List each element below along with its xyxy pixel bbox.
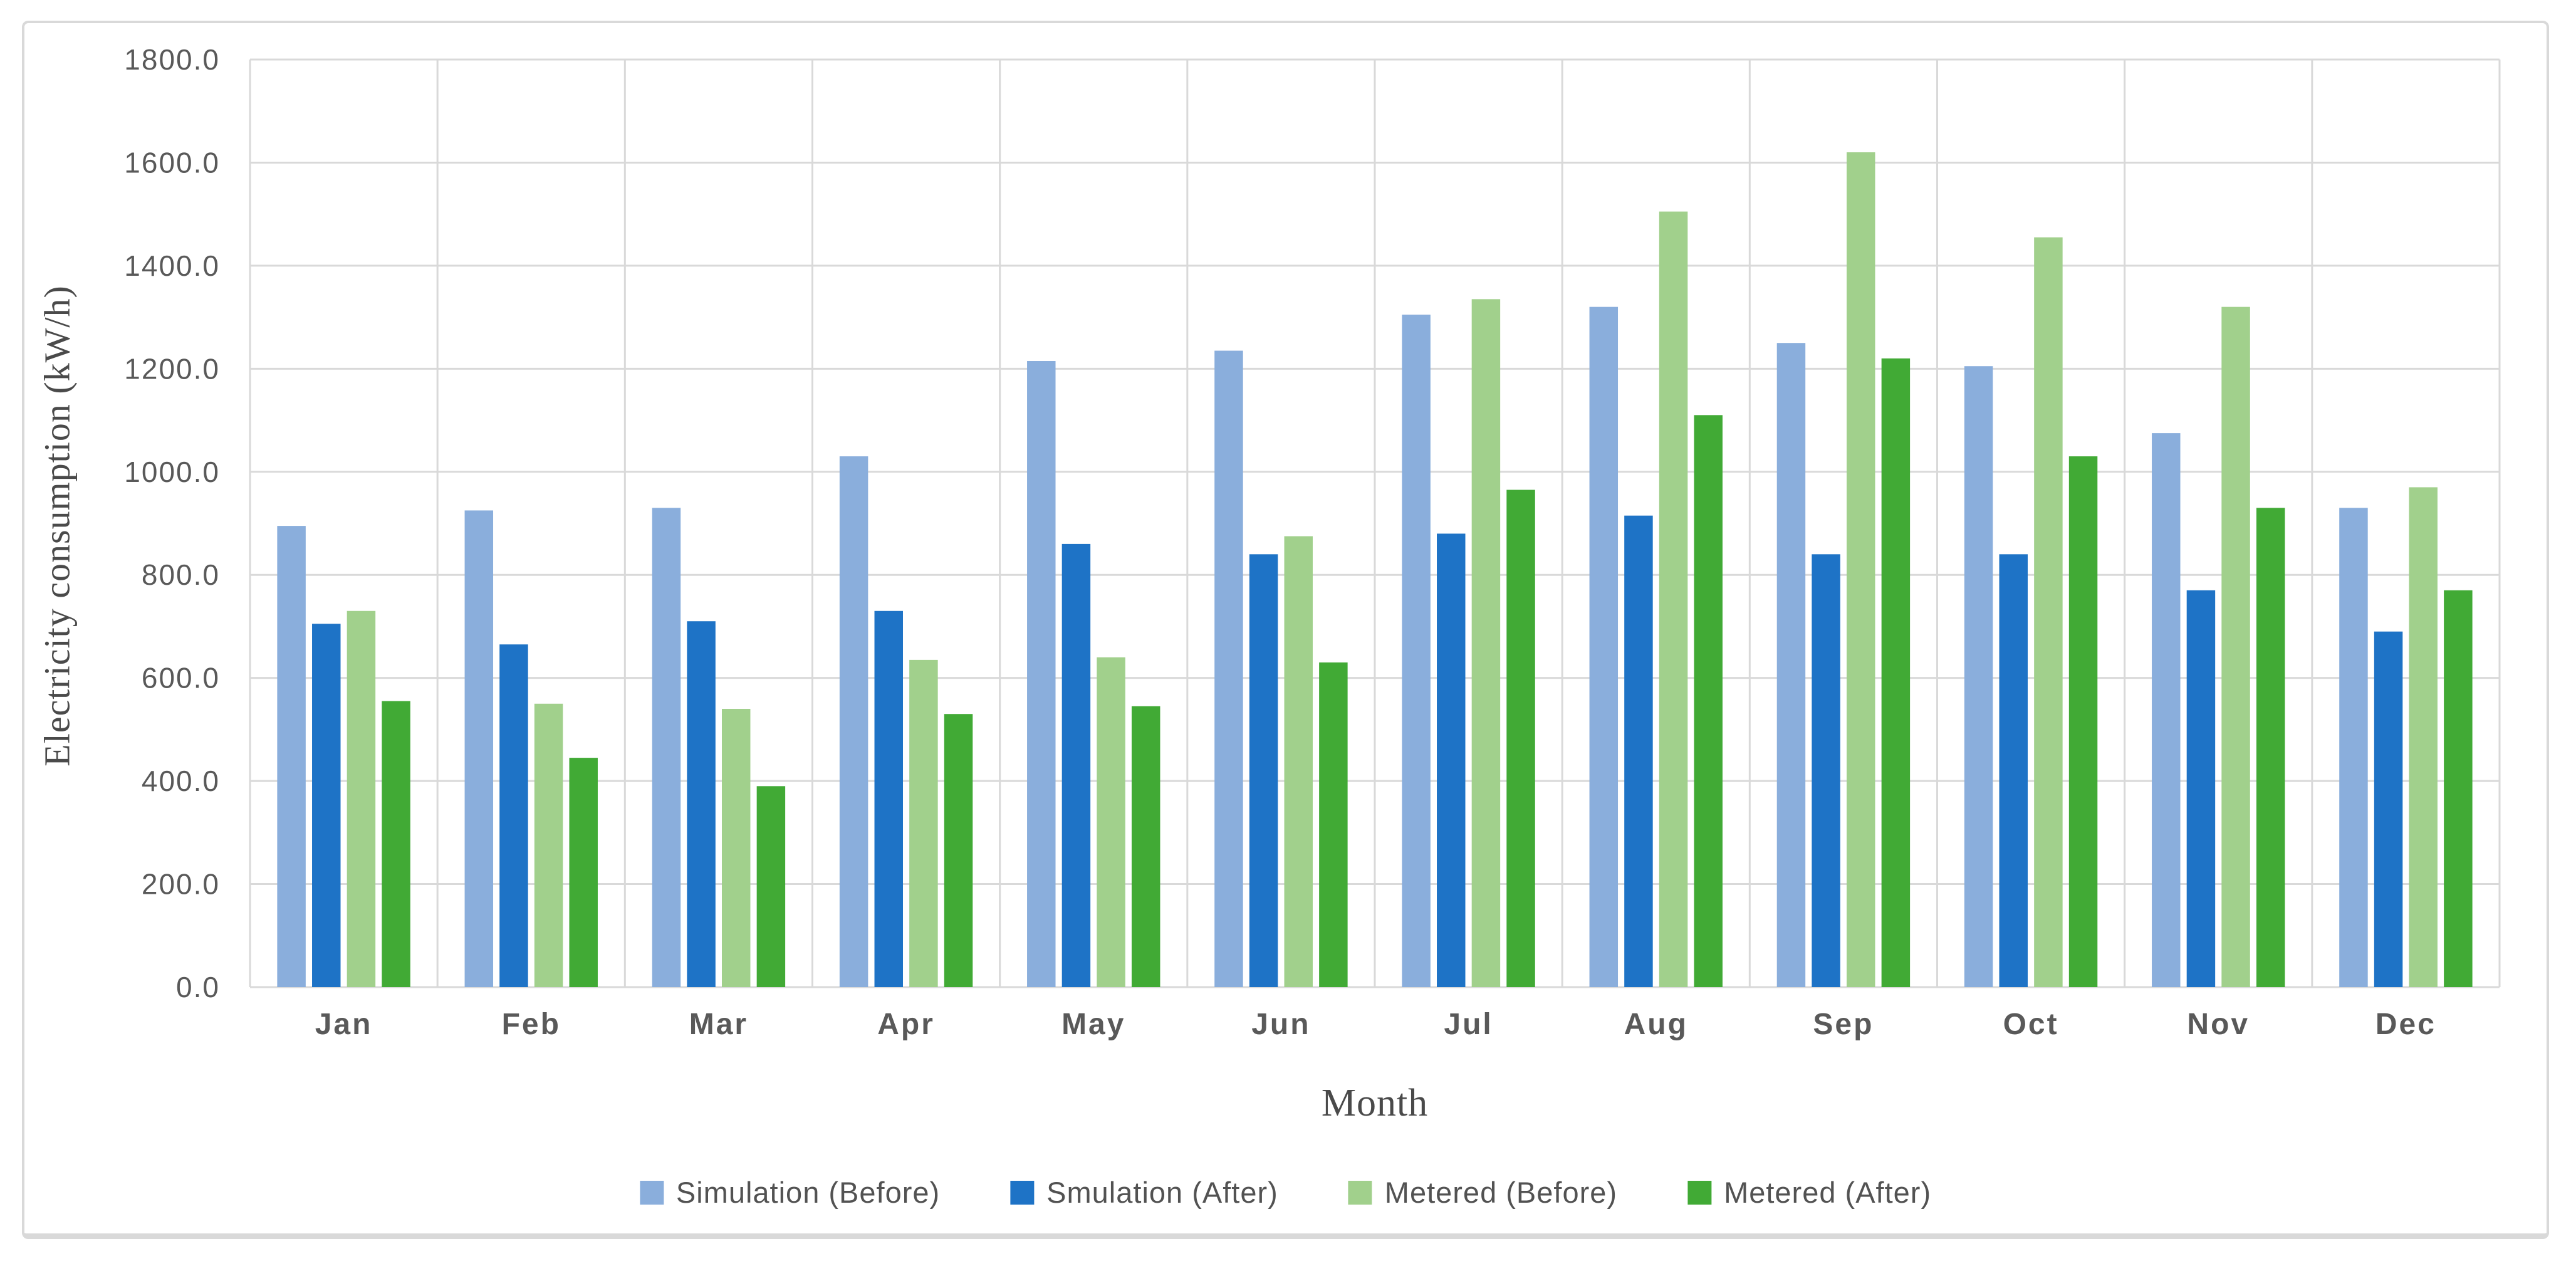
- y-axis-title: Electricity consumption (kW/h): [36, 285, 78, 767]
- bar-metered-before-oct: [2034, 237, 2063, 988]
- bar-simulation-before-feb: [464, 510, 494, 987]
- x-category-label-sep: Sep: [1813, 1008, 1874, 1041]
- x-category-label-may: May: [1061, 1008, 1125, 1041]
- y-tick-label-1600: 1600.0: [124, 146, 220, 179]
- bar-metered-before-mar: [722, 709, 751, 987]
- chart-plot-area: 0.0 200.0 400.0 600.0 800.0 1000.0 1200.0 1400.…: [124, 43, 2501, 1041]
- legend-item-1: Smulation (After): [1010, 1175, 1278, 1210]
- bar-metered-after-jan: [382, 701, 410, 987]
- bar-metered-before-may: [1097, 657, 1125, 987]
- bar-simulation-before-jul: [1402, 315, 1431, 987]
- y-tick-label-600: 600.0: [142, 662, 220, 694]
- bar-simulation-before-sep: [1776, 343, 1806, 988]
- y-tick-label-800: 800.0: [142, 558, 220, 591]
- bar-metered-after-aug: [1694, 415, 1723, 987]
- bar-simulation-before-apr: [839, 456, 868, 987]
- x-category-label-jan: Jan: [315, 1008, 373, 1041]
- x-category-label-apr: Apr: [877, 1008, 935, 1041]
- legend-label: Metered (Before): [1384, 1176, 1618, 1209]
- y-tick-label-0: 0.0: [176, 971, 220, 1003]
- y-tick-label-400: 400.0: [142, 765, 220, 797]
- x-category-label-feb: Feb: [502, 1008, 561, 1041]
- bar-smulation-after-jul: [1437, 533, 1466, 987]
- bar-smulation-after-mar: [687, 621, 716, 987]
- bar-metered-before-feb: [534, 703, 563, 987]
- bar-simulation-before-jan: [277, 526, 306, 987]
- bar-smulation-after-dec: [2374, 631, 2403, 987]
- bar-metered-after-sep: [1881, 358, 1911, 987]
- legend-swatch-icon: [1010, 1180, 1035, 1205]
- bar-metered-after-apr: [944, 714, 973, 987]
- bar-metered-before-nov: [2221, 306, 2250, 988]
- bar-simulation-before-nov: [2152, 433, 2181, 987]
- y-tick-label-1800: 1800.0: [124, 43, 220, 76]
- bar-smulation-after-feb: [499, 644, 528, 987]
- bar-smulation-after-sep: [1812, 554, 1840, 987]
- bar-smulation-after-oct: [1999, 554, 2028, 987]
- bar-simulation-before-dec: [2339, 508, 2368, 987]
- bar-smulation-after-aug: [1624, 515, 1653, 987]
- bar-metered-after-dec: [2444, 590, 2473, 987]
- bar-metered-before-sep: [1847, 152, 1875, 987]
- bar-metered-before-apr: [909, 659, 938, 987]
- bar-simulation-before-may: [1027, 361, 1056, 987]
- legend-swatch-icon: [1348, 1180, 1372, 1205]
- x-category-label-jun: Jun: [1251, 1008, 1310, 1041]
- x-category-label-jul: Jul: [1444, 1008, 1493, 1041]
- chart-legend: Simulation (Before) Smulation (After) Mete…: [639, 1175, 1931, 1210]
- bar-metered-after-feb: [569, 758, 598, 987]
- y-tick-label-1000: 1000.0: [124, 456, 220, 488]
- legend-swatch-icon: [1687, 1180, 1712, 1205]
- bar-metered-after-jun: [1319, 662, 1348, 987]
- bar-metered-after-nov: [2256, 508, 2285, 987]
- x-category-label-mar: Mar: [689, 1008, 748, 1041]
- y-tick-label-1200: 1200.0: [124, 352, 220, 385]
- legend-item-0: Simulation (Before): [639, 1175, 941, 1210]
- bar-simulation-before-jun: [1214, 350, 1243, 987]
- bar-smulation-after-nov: [2186, 590, 2216, 987]
- bar-metered-before-jun: [1284, 536, 1313, 987]
- legend-item-2: Metered (Before): [1348, 1175, 1617, 1210]
- bar-metered-before-aug: [1659, 211, 1688, 987]
- bar-metered-after-may: [1131, 706, 1160, 987]
- legend-label: Metered (After): [1724, 1176, 1932, 1209]
- legend-item-3: Metered (After): [1687, 1175, 1931, 1210]
- bar-simulation-before-mar: [652, 508, 681, 987]
- bar-simulation-before-oct: [1964, 366, 1993, 987]
- legend-label: Smulation (After): [1046, 1176, 1278, 1209]
- x-category-label-nov: Nov: [2187, 1008, 2250, 1041]
- bar-smulation-after-may: [1061, 543, 1091, 987]
- bar-metered-after-jul: [1506, 489, 1535, 987]
- bar-smulation-after-jun: [1249, 554, 1278, 987]
- bar-metered-after-oct: [2068, 456, 2098, 987]
- bar-metered-before-jul: [1471, 299, 1501, 987]
- bar-metered-before-dec: [2409, 487, 2438, 987]
- x-axis-title: Month: [1321, 1082, 1429, 1124]
- x-category-label-dec: Dec: [2375, 1008, 2436, 1041]
- legend-label: Simulation (Before): [675, 1176, 941, 1209]
- y-tick-label-200: 200.0: [142, 868, 220, 901]
- bar-metered-before-jan: [347, 610, 376, 987]
- bar-smulation-after-apr: [874, 610, 903, 987]
- x-category-label-oct: Oct: [2003, 1008, 2059, 1041]
- bar-smulation-after-jan: [312, 624, 341, 987]
- bar-simulation-before-aug: [1589, 306, 1619, 988]
- y-tick-label-1400: 1400.0: [124, 249, 220, 282]
- chart-frame: 0.0 200.0 400.0 600.0 800.0 1000.0 1200.0 1400.…: [22, 21, 2549, 1239]
- bar-metered-after-mar: [756, 786, 786, 987]
- legend-swatch-icon: [639, 1180, 664, 1205]
- x-category-label-aug: Aug: [1624, 1008, 1688, 1041]
